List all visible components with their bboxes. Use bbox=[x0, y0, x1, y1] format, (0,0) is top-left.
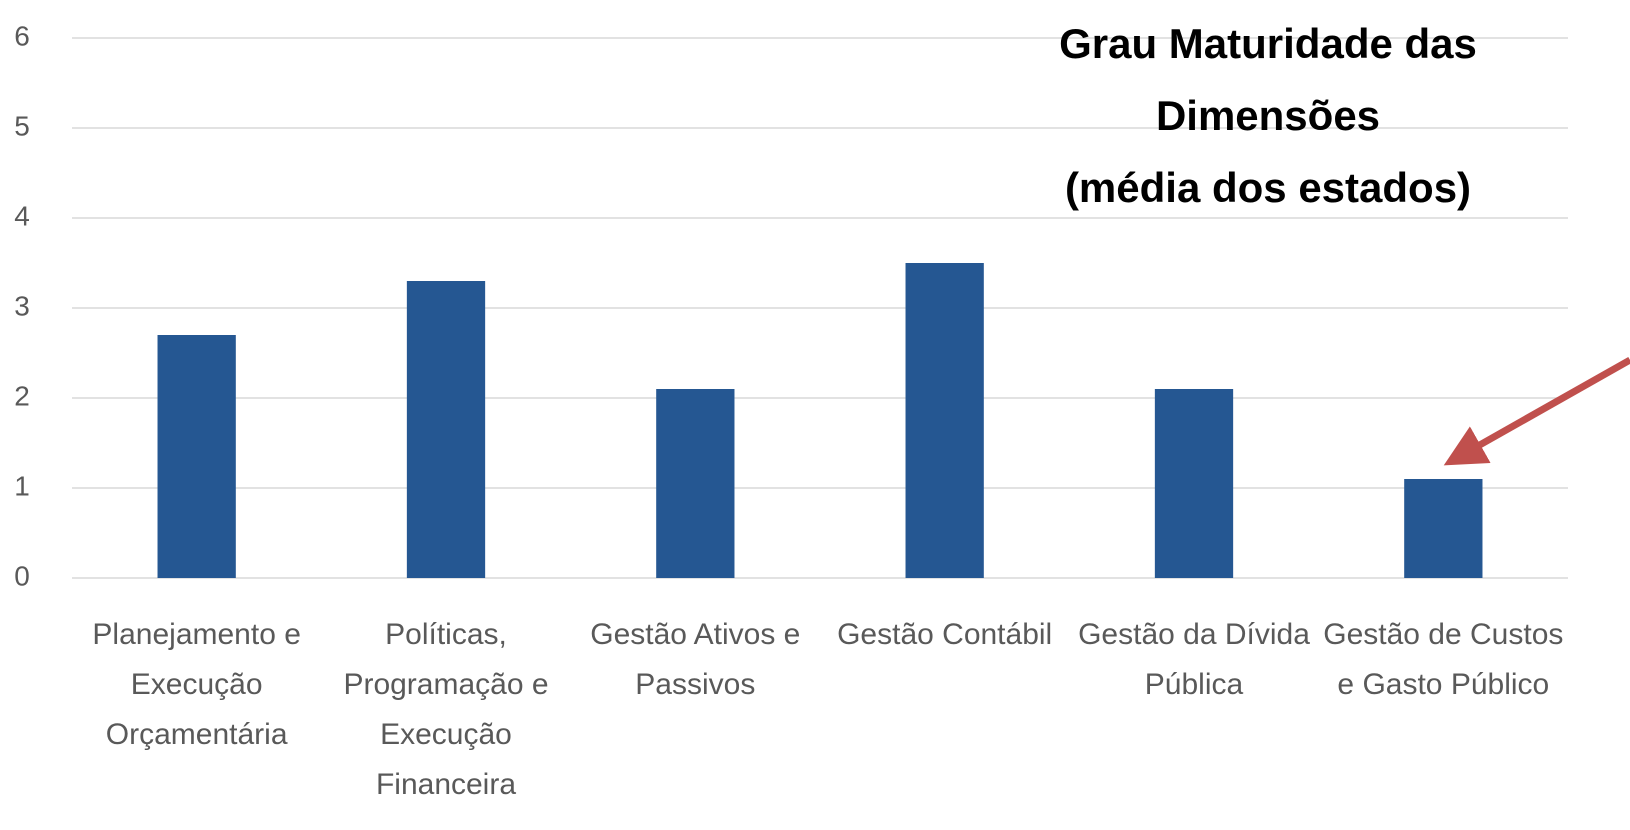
x-tick-label: Gestão Ativos e Passivos bbox=[590, 618, 801, 701]
y-tick-label: 5 bbox=[14, 110, 30, 141]
y-tick-label: 3 bbox=[14, 290, 30, 321]
y-tick-label: 4 bbox=[14, 200, 30, 231]
y-tick-label: 0 bbox=[14, 560, 30, 591]
chart-title: Grau Maturidade das Dimensões (média dos… bbox=[1059, 20, 1477, 211]
bar bbox=[1404, 479, 1483, 578]
x-tick-label: Gestão da Dívida Pública bbox=[1078, 618, 1310, 701]
annotation-arrow bbox=[1443, 356, 1630, 466]
x-tick-label: Políticas, Programação e Execução Financ… bbox=[343, 618, 549, 801]
x-tick-label: Planejamento e Execução Orçamentária bbox=[92, 618, 301, 751]
x-tick-label: Gestão de Custos e Gasto Público bbox=[1323, 618, 1564, 701]
bar bbox=[406, 281, 486, 578]
y-tick-label: 2 bbox=[14, 380, 30, 411]
y-tick-label: 1 bbox=[14, 470, 30, 501]
x-tick-label: Gestão Contábil bbox=[837, 618, 1053, 651]
bar bbox=[157, 335, 236, 578]
y-tick-label: 6 bbox=[14, 20, 30, 51]
bar bbox=[656, 389, 735, 578]
bar bbox=[905, 263, 984, 578]
bar bbox=[1154, 389, 1234, 578]
